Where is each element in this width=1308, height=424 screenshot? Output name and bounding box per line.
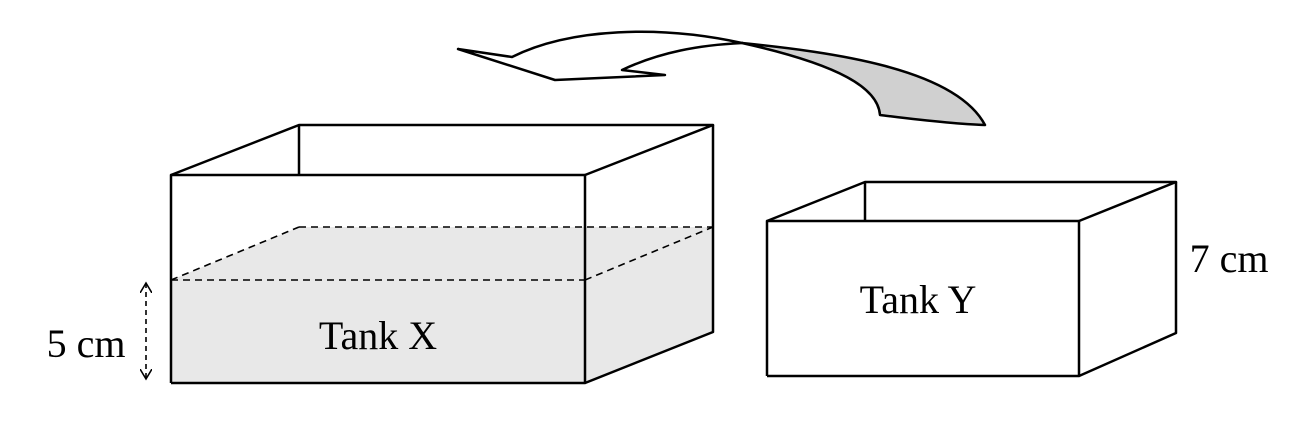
tank-y-height-label: 7 cm — [1190, 236, 1269, 281]
tank-x-water-front — [171, 280, 585, 383]
curved-arrow-icon — [456, 30, 987, 127]
tank-x: Tank X — [169, 123, 715, 385]
arrow-body — [456, 30, 744, 82]
tank-x-label: Tank X — [319, 313, 437, 358]
tank-x-water-height-label: 5 cm — [47, 321, 126, 366]
tank-y-label: Tank Y — [860, 277, 977, 322]
arrow-tail-shading — [740, 41, 987, 127]
tank-x-water-surface — [171, 227, 713, 280]
tank-y: Tank Y — [765, 180, 1178, 378]
